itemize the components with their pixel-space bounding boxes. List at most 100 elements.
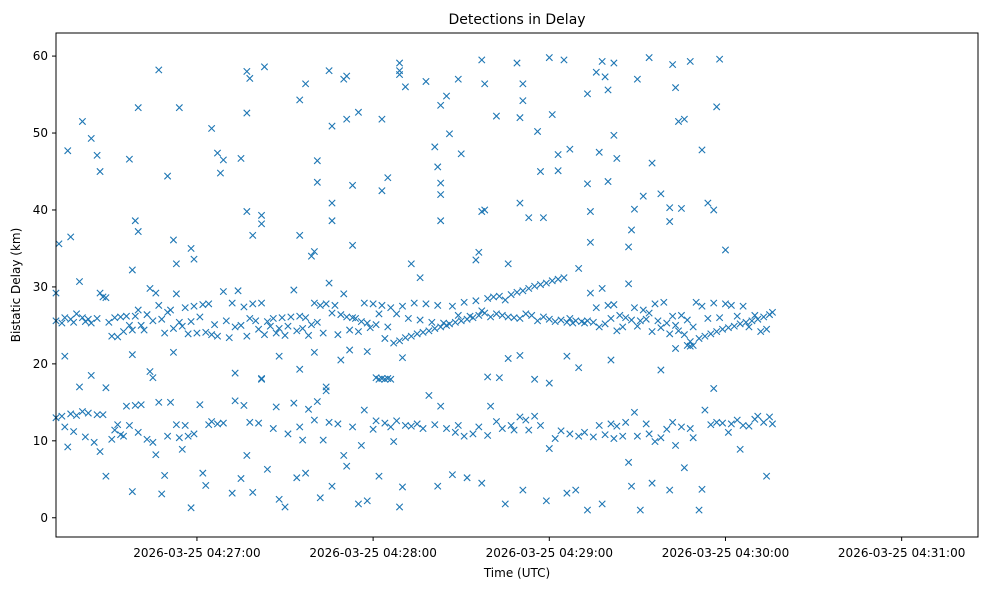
data-point (671, 321, 680, 329)
data-point (172, 260, 180, 268)
x-axis: 2026-03-25 04:27:00 2026-03-25 04:28:00 20… (133, 537, 965, 560)
data-point (607, 356, 615, 364)
data-point (507, 291, 515, 299)
data-point (636, 317, 644, 325)
data-point (680, 464, 688, 472)
data-point (202, 481, 210, 490)
x-tick-label: 2026-03-25 04:31:00 (838, 546, 965, 560)
data-point (319, 329, 327, 337)
data-point (114, 421, 122, 429)
data-point (213, 149, 222, 157)
y-tick-label: 30 (33, 280, 48, 294)
data-point (633, 75, 641, 83)
data-point (131, 401, 139, 410)
data-point (208, 417, 216, 426)
data-point (310, 416, 318, 424)
data-point (166, 306, 175, 314)
data-point (613, 422, 621, 430)
data-point (463, 474, 471, 482)
data-point (196, 401, 204, 409)
data-point (448, 302, 456, 310)
data-point (437, 217, 445, 225)
data-point (674, 327, 683, 335)
data-point (739, 302, 747, 310)
data-point (545, 379, 553, 387)
data-point (163, 432, 172, 440)
data-point (727, 420, 735, 428)
data-point (272, 329, 280, 337)
data-point (334, 420, 342, 428)
markers (52, 54, 777, 514)
data-point (398, 354, 407, 362)
data-point (645, 430, 653, 438)
data-point (149, 438, 157, 446)
data-point (572, 317, 580, 325)
data-point (745, 422, 753, 430)
data-point (522, 310, 530, 318)
data-point (369, 300, 377, 308)
data-point (313, 157, 321, 165)
data-point (519, 486, 527, 494)
data-point (304, 331, 313, 339)
data-point (669, 60, 677, 69)
data-point (398, 483, 407, 491)
data-point (310, 348, 318, 356)
plot-frame (55, 32, 979, 538)
data-point (586, 207, 594, 216)
data-point (677, 423, 686, 431)
data-point (548, 277, 556, 285)
data-point (536, 421, 545, 430)
data-point (557, 316, 565, 324)
data-point (601, 73, 609, 81)
data-point (90, 438, 98, 446)
data-point (669, 418, 677, 426)
data-point (504, 354, 512, 363)
data-point (651, 300, 659, 308)
data-point (407, 332, 415, 340)
data-point (642, 315, 650, 323)
data-point (325, 418, 333, 426)
data-point (595, 323, 603, 331)
data-point (645, 54, 653, 62)
data-point (437, 179, 445, 187)
data-point (627, 316, 636, 324)
data-point (510, 426, 518, 434)
data-point (260, 63, 269, 71)
data-point (175, 104, 183, 112)
data-point (381, 419, 389, 427)
data-point (343, 72, 351, 80)
data-point (539, 313, 548, 321)
data-point (724, 428, 733, 436)
data-point (457, 150, 465, 158)
data-point (87, 319, 95, 327)
data-point (437, 101, 445, 109)
data-point (736, 445, 744, 453)
data-point (428, 318, 436, 326)
data-point (155, 301, 163, 309)
data-point (445, 130, 454, 138)
data-point (84, 315, 92, 323)
data-point (398, 302, 407, 310)
data-point (181, 421, 189, 430)
data-point (243, 451, 251, 460)
data-point (516, 351, 524, 359)
data-point (208, 331, 216, 339)
data-point (501, 296, 509, 304)
data-point (586, 289, 594, 297)
data-point (278, 314, 286, 322)
data-point (583, 317, 592, 325)
x-tick-label: 2026-03-25 04:29:00 (486, 546, 613, 560)
data-point (624, 243, 633, 251)
data-point (275, 352, 283, 360)
data-point (633, 322, 641, 330)
data-point (375, 472, 383, 480)
data-point (149, 374, 157, 382)
data-point (369, 425, 377, 433)
data-point (575, 364, 583, 372)
data-point (102, 384, 110, 392)
data-point (266, 322, 274, 330)
data-point (296, 231, 304, 239)
data-point (390, 339, 398, 347)
data-point (393, 310, 401, 318)
